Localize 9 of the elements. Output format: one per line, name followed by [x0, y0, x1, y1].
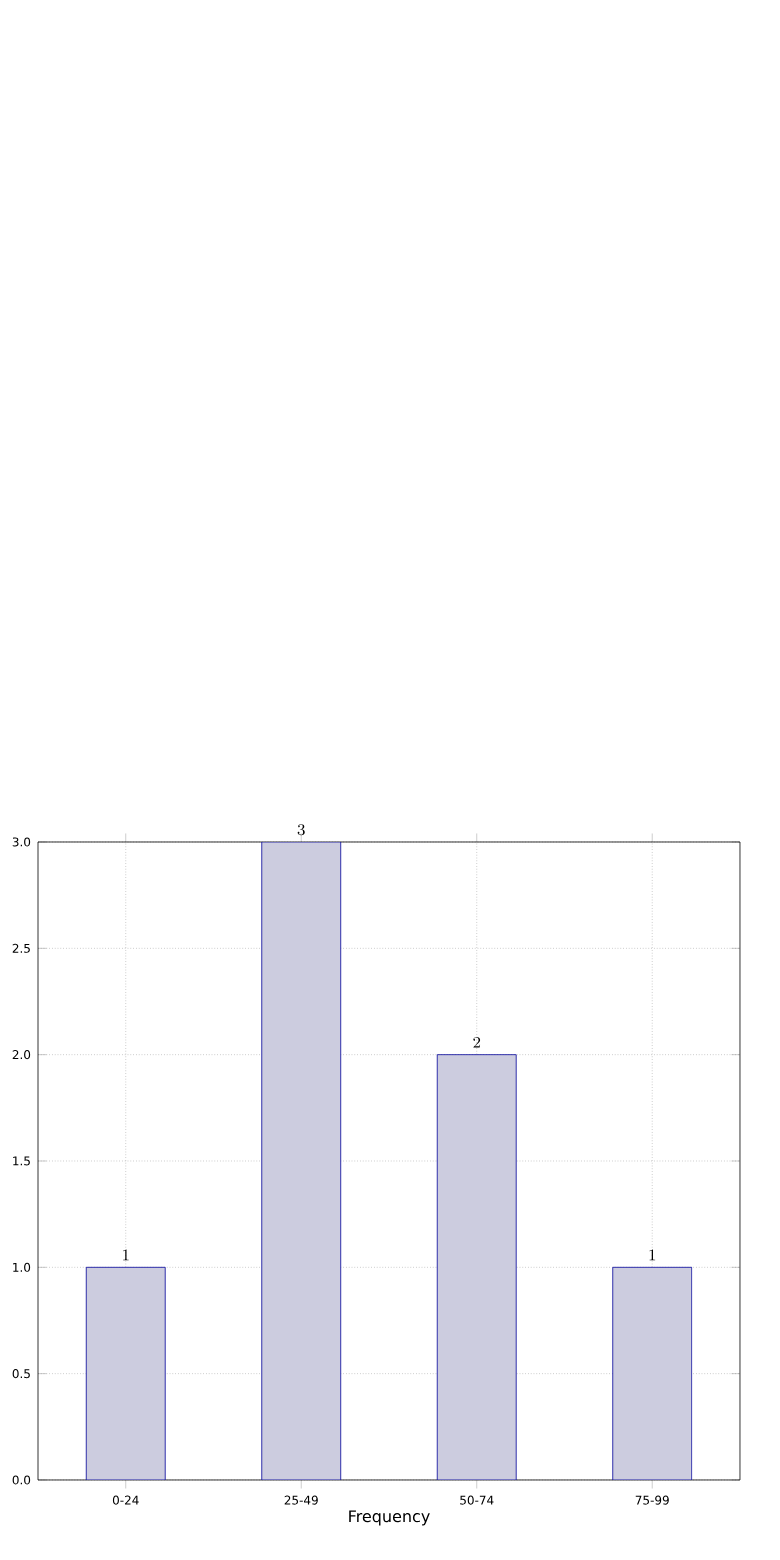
data-label: 1 — [123, 1249, 129, 1261]
bar — [436, 1054, 517, 1480]
data-label: 2 — [473, 1036, 481, 1048]
bar — [85, 1266, 166, 1480]
x-axis-title: Frequency — [349, 1510, 430, 1526]
data-label: 1 — [649, 1249, 656, 1261]
bar — [612, 1266, 693, 1480]
data-label: 3 — [297, 824, 305, 836]
bar — [261, 842, 342, 1480]
